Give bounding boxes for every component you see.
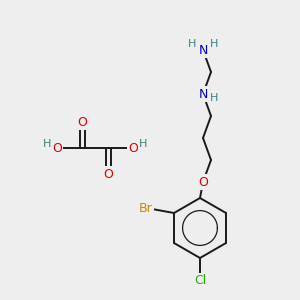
Text: Cl: Cl xyxy=(194,274,206,287)
Text: O: O xyxy=(198,176,208,188)
Text: N: N xyxy=(198,44,208,56)
Text: H: H xyxy=(43,139,51,149)
Text: H: H xyxy=(210,39,218,49)
Text: N: N xyxy=(198,88,208,100)
Text: H: H xyxy=(210,93,218,103)
Text: O: O xyxy=(77,116,87,128)
Text: O: O xyxy=(103,167,113,181)
Text: H: H xyxy=(139,139,147,149)
Text: Br: Br xyxy=(139,202,153,215)
Text: H: H xyxy=(188,39,196,49)
Text: O: O xyxy=(52,142,62,154)
Text: O: O xyxy=(128,142,138,154)
